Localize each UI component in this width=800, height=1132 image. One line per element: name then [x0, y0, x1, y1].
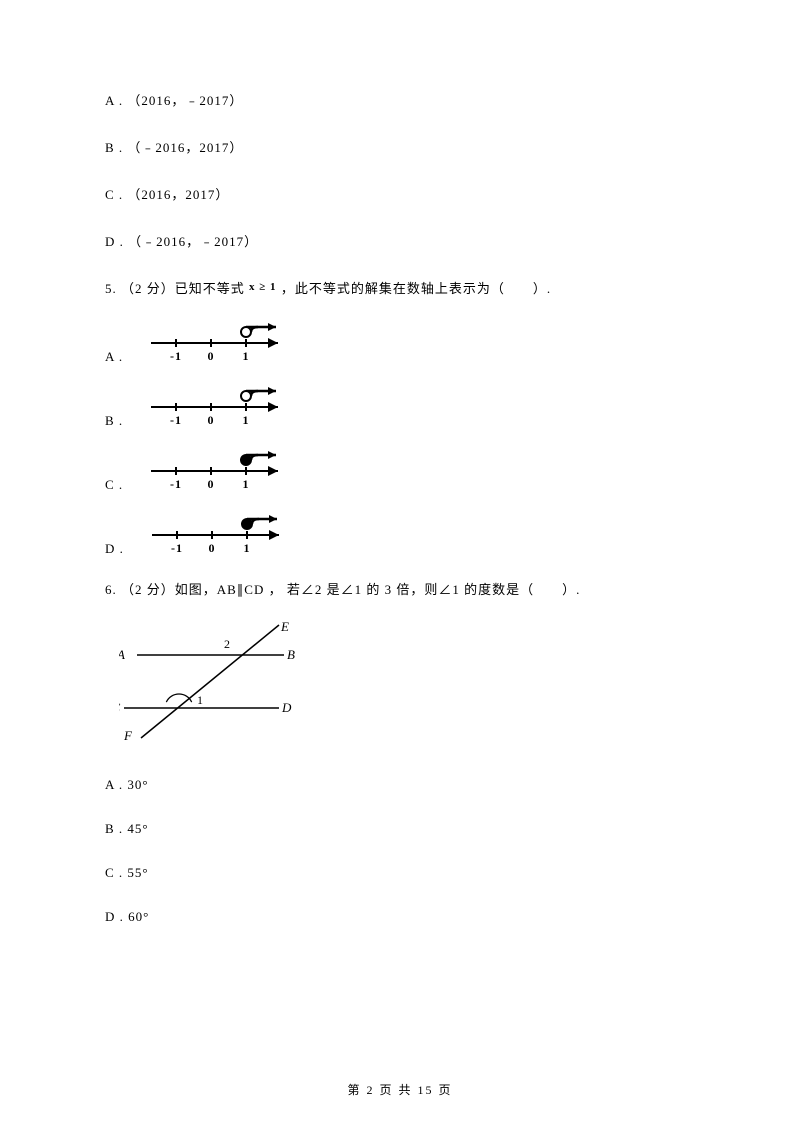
svg-text:-1: -1: [170, 349, 182, 363]
q5-label-A: A .: [105, 349, 123, 365]
svg-text:E: E: [280, 620, 290, 634]
svg-text:C: C: [119, 700, 121, 715]
q5-option-B: B . -1 0 1: [105, 387, 695, 433]
svg-text:0: 0: [208, 541, 215, 555]
q5-inequality: x ≥ 1: [249, 281, 277, 293]
svg-text:D: D: [281, 700, 292, 715]
numberline-A: -1 0 1: [141, 323, 296, 369]
svg-text:B: B: [287, 647, 296, 662]
numberline-C: -1 0 1: [141, 451, 296, 497]
q6-option-C: C . 55°: [105, 865, 695, 881]
svg-text:1: 1: [243, 413, 250, 427]
svg-text:-1: -1: [170, 413, 182, 427]
q6-option-D: D . 60°: [105, 909, 695, 925]
svg-text:1: 1: [197, 693, 204, 707]
svg-text:A: A: [119, 647, 126, 662]
q6-option-A: A . 30°: [105, 777, 695, 793]
q5-option-D: D . -1 0 1: [105, 515, 695, 561]
q5-label-C: C .: [105, 477, 123, 493]
numberline-B: -1 0 1: [141, 387, 296, 433]
q6-option-B: B . 45°: [105, 821, 695, 837]
q6-prompt: 6. （2 分）如图，AB∥CD ， 若∠2 是∠1 的 3 倍，则∠1 的度数…: [105, 579, 695, 598]
q5-label-D: D .: [105, 541, 124, 557]
q5-prefix: 5. （2 分）已知不等式: [105, 281, 249, 296]
svg-text:0: 0: [208, 349, 215, 363]
q5-option-A: A . -1 0 1: [105, 323, 695, 369]
svg-text:1: 1: [243, 541, 250, 555]
q5-suffix: ，此不等式的解集在数轴上表示为（ ）.: [277, 281, 552, 296]
page-footer: 第 2 页 共 15 页: [0, 1081, 800, 1098]
q4-option-D: D . （﹣2016，﹣2017）: [105, 231, 695, 250]
q4-option-C: C . （2016，2017）: [105, 184, 695, 203]
q5-label-B: B .: [105, 413, 123, 429]
svg-text:-1: -1: [170, 477, 182, 491]
svg-text:-1: -1: [171, 541, 183, 555]
svg-text:0: 0: [208, 413, 215, 427]
svg-text:1: 1: [243, 349, 250, 363]
svg-text:F: F: [123, 728, 133, 743]
svg-text:2: 2: [224, 637, 231, 651]
numberline-D: -1 0 1: [142, 515, 297, 561]
q6-diagram: A B C D E F 2 1: [119, 620, 695, 747]
svg-text:0: 0: [208, 477, 215, 491]
page-content: A . （2016，﹣2017） B . （﹣2016，2017） C . （2…: [0, 0, 800, 925]
svg-text:1: 1: [243, 477, 250, 491]
q5-option-C: C . -1 0 1: [105, 451, 695, 497]
q4-option-A: A . （2016，﹣2017）: [105, 90, 695, 109]
q5-prompt: 5. （2 分）已知不等式 x ≥ 1 ，此不等式的解集在数轴上表示为（ ）.: [105, 278, 695, 297]
q4-option-B: B . （﹣2016，2017）: [105, 137, 695, 156]
